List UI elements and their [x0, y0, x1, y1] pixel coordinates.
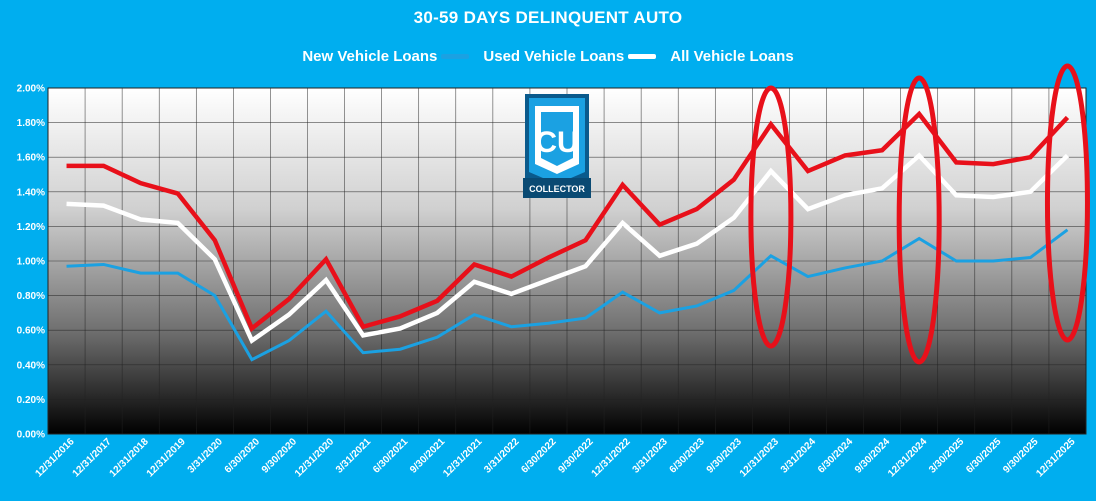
x-tick-label: 3/30/2025	[927, 436, 967, 476]
legend-item-new: New Vehicle Loans	[302, 48, 470, 65]
y-tick-label: 0.00%	[17, 430, 45, 441]
x-tick-label: 3/31/2023	[631, 436, 671, 476]
x-tick-label: 6/30/2021	[371, 436, 411, 476]
series-line-used-vehicle	[66, 110, 1070, 333]
y-tick-label: 0.80%	[17, 291, 45, 302]
x-tick-label: 12/31/2019	[145, 436, 188, 479]
y-tick-label: 1.00%	[17, 257, 45, 268]
y-tick-label: 1.40%	[17, 187, 45, 198]
y-tick-label: 0.20%	[17, 395, 45, 406]
x-tick-label: 12/31/2025	[1034, 436, 1077, 479]
logo-letters: CU	[535, 126, 578, 159]
x-tick-label: 12/31/2021	[441, 436, 484, 479]
cu-collector-logo: CU COLLECTOR	[523, 94, 591, 198]
y-tick-label: 1.20%	[17, 222, 45, 233]
x-tick-label: 3/31/2021	[334, 436, 374, 476]
x-tick-label: 6/30/2023	[668, 436, 708, 476]
x-tick-label: 9/30/2020	[260, 436, 300, 476]
x-tick-label: 9/30/2023	[705, 436, 745, 476]
legend-label-all: All Vehicle Loans	[670, 48, 794, 65]
chart-title: 30-59 DAYS DELINQUENT AUTO	[413, 8, 683, 27]
legend: New Vehicle Loans Used Vehicle Loans All…	[0, 48, 1096, 65]
logo-text: COLLECTOR	[529, 184, 585, 194]
annotation-layer	[748, 63, 1090, 365]
y-tick-label: 1.60%	[17, 153, 45, 164]
grid-layer	[47, 87, 1087, 435]
x-tick-label: 6/30/2025	[964, 436, 1004, 476]
x-tick-label: 12/31/2022	[590, 436, 633, 479]
highlight-ellipse	[896, 75, 942, 365]
x-tick-label: 6/30/2020	[223, 436, 263, 476]
y-tick-label: 0.40%	[17, 360, 45, 371]
highlight-ellipse	[1044, 63, 1090, 343]
legend-item-used: Used Vehicle Loans	[483, 48, 657, 65]
x-axis: 12/31/201612/31/201712/31/201812/31/2019…	[33, 436, 1077, 479]
legend-item-all: All Vehicle Loans	[670, 48, 793, 65]
x-tick-label: 9/30/2022	[556, 436, 596, 476]
legend-label-new: New Vehicle Loans	[302, 48, 438, 65]
highlight-ellipse	[748, 85, 794, 349]
y-tick-label: 1.80%	[17, 118, 45, 129]
x-tick-label: 3/31/2020	[186, 436, 226, 476]
y-axis: 0.00% 0.20% 0.40% 0.60% 0.80% 1.00% 1.20% 1.40%…	[17, 84, 45, 441]
x-tick-label: 9/30/2024	[853, 436, 893, 476]
x-tick-label: 6/30/2022	[519, 436, 559, 476]
x-tick-label: 12/31/2020	[293, 436, 336, 479]
legend-swatch-new	[441, 54, 470, 59]
x-tick-label: 6/30/2024	[816, 436, 856, 476]
x-tick-label: 3/31/2022	[482, 436, 522, 476]
legend-label-used: Used Vehicle Loans	[483, 48, 625, 65]
x-tick-label: 3/31/2024	[779, 436, 819, 476]
x-tick-label: 9/30/2025	[1001, 436, 1041, 476]
x-tick-label: 9/30/2021	[408, 436, 448, 476]
x-tick-label: 12/31/2024	[886, 436, 929, 479]
legend-swatch-all	[628, 54, 657, 59]
y-tick-label: 2.00%	[17, 84, 45, 95]
x-tick-label: 12/31/2023	[738, 436, 781, 479]
y-tick-label: 0.60%	[17, 326, 45, 337]
